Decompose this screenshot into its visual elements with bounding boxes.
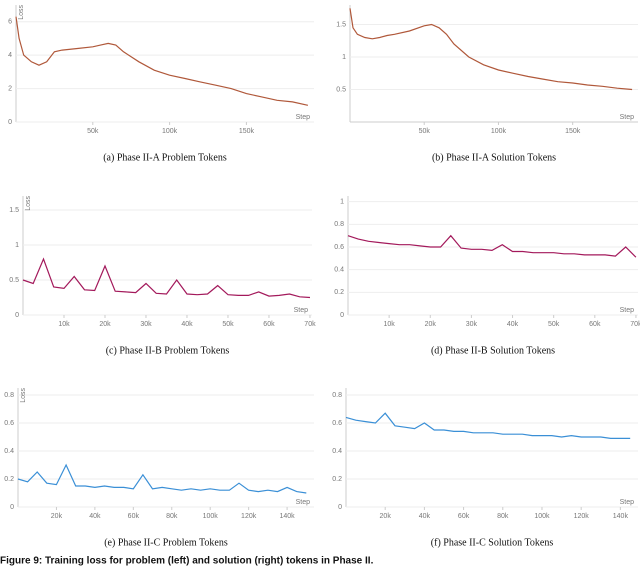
caption: (f) Phase II-C Solution Tokens	[431, 537, 554, 548]
y-tick-label: 0	[15, 312, 19, 319]
x-tick-label: 50k	[419, 128, 431, 135]
y-tick-label: 2	[8, 85, 12, 92]
x-tick-label: 150k	[239, 128, 255, 135]
x-axis-label: Step	[620, 114, 635, 121]
y-tick-label: 0	[340, 312, 344, 319]
y-tick-label: 0.5	[9, 277, 19, 284]
x-tick-label: 20k	[51, 513, 63, 520]
y-tick-label: 0	[8, 119, 12, 126]
x-tick-label: 120k	[241, 513, 257, 520]
caption: (a) Phase II-A Problem Tokens	[103, 152, 227, 163]
x-tick-label: 40k	[181, 321, 193, 328]
x-tick-label: 60k	[128, 513, 140, 520]
x-tick-label: 40k	[419, 513, 431, 520]
x-axis-label: Step	[296, 499, 311, 506]
x-tick-label: 50k	[87, 128, 99, 135]
x-tick-label: 80k	[497, 513, 509, 520]
x-tick-label: 100k	[491, 128, 507, 135]
y-axis-label: Loss	[20, 388, 27, 403]
x-tick-label: 40k	[89, 513, 101, 520]
caption: (e) Phase II-C Problem Tokens	[104, 537, 228, 548]
y-tick-label: 0.2	[332, 476, 342, 483]
y-tick-label: 0.4	[4, 448, 14, 455]
y-tick-label: 6	[8, 19, 12, 26]
y-tick-label: 1.5	[336, 21, 346, 28]
x-tick-label: 70k	[304, 321, 316, 328]
x-tick-label: 140k	[279, 513, 295, 520]
x-tick-label: 150k	[565, 128, 581, 135]
x-tick-label: 60k	[263, 321, 275, 328]
y-tick-label: 1	[342, 54, 346, 61]
x-tick-label: 10k	[58, 321, 70, 328]
y-tick-label: 1	[340, 199, 344, 206]
caption: (b) Phase II-A Solution Tokens	[432, 152, 556, 163]
x-tick-label: 60k	[458, 513, 470, 520]
x-axis-label: Step	[620, 499, 635, 506]
y-tick-label: 0	[338, 504, 342, 511]
figure-caption: Figure 9: Training loss for problem (lef…	[0, 556, 374, 566]
y-tick-label: 0.4	[334, 267, 344, 274]
y-tick-label: 1.5	[9, 207, 19, 214]
y-tick-label: 0.8	[4, 392, 14, 399]
x-tick-label: 140k	[613, 513, 629, 520]
loss-line	[15, 16, 309, 106]
y-tick-label: 0.5	[336, 86, 346, 93]
x-tick-label: 20k	[425, 321, 437, 328]
y-tick-label: 0	[10, 504, 14, 511]
loss-line	[17, 463, 307, 494]
x-tick-label: 60k	[589, 321, 601, 328]
y-tick-label: 0.6	[334, 244, 344, 251]
caption: (d) Phase II-B Solution Tokens	[431, 345, 555, 356]
y-tick-label: 0.6	[4, 420, 14, 427]
y-tick-label: 0.8	[332, 392, 342, 399]
x-axis-label: Step	[296, 114, 311, 121]
x-tick-label: 30k	[466, 321, 478, 328]
caption: (c) Phase II-B Problem Tokens	[106, 345, 230, 356]
y-axis-label: Loss	[18, 5, 25, 20]
x-tick-label: 70k	[630, 321, 640, 328]
loss-line	[22, 257, 311, 299]
x-tick-label: 80k	[166, 513, 178, 520]
y-tick-label: 4	[8, 52, 12, 59]
y-axis-label: Loss	[25, 196, 32, 211]
x-tick-label: 100k	[534, 513, 550, 520]
y-tick-label: 0.8	[334, 221, 344, 228]
y-tick-label: 0.2	[334, 289, 344, 296]
x-axis-label: Step	[294, 307, 309, 314]
x-tick-label: 50k	[222, 321, 234, 328]
x-tick-label: 120k	[574, 513, 590, 520]
y-tick-label: 0.4	[332, 448, 342, 455]
loss-line	[347, 234, 637, 258]
y-tick-label: 0.2	[4, 476, 14, 483]
loss-line	[349, 8, 633, 91]
x-tick-label: 10k	[383, 321, 395, 328]
y-tick-label: 1	[15, 242, 19, 249]
x-tick-label: 20k	[380, 513, 392, 520]
y-tick-label: 0.6	[332, 420, 342, 427]
x-tick-label: 100k	[162, 128, 178, 135]
loss-line	[345, 412, 631, 439]
x-tick-label: 20k	[99, 321, 111, 328]
x-tick-label: 40k	[507, 321, 519, 328]
x-axis-label: Step	[620, 307, 635, 314]
x-tick-label: 50k	[548, 321, 560, 328]
x-tick-label: 100k	[203, 513, 219, 520]
x-tick-label: 30k	[140, 321, 152, 328]
